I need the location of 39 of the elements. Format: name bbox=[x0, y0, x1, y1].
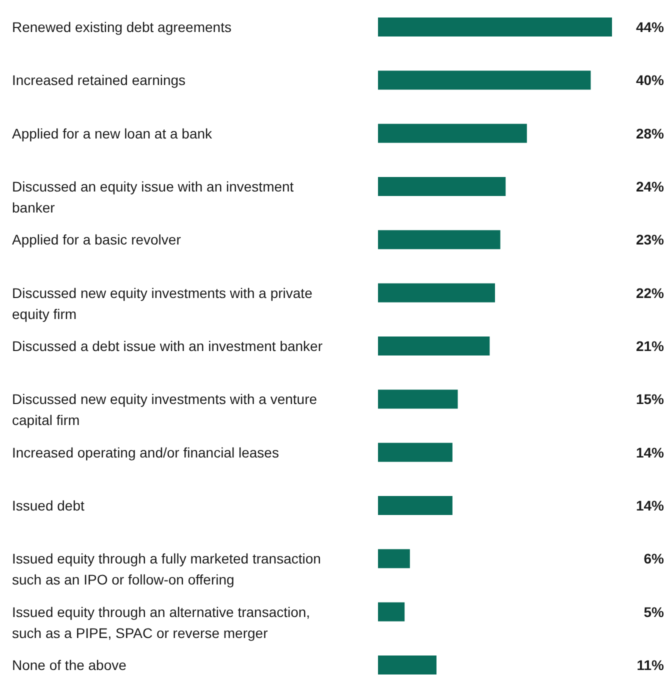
y-tick-label: Increased operating and/or financial leases bbox=[12, 444, 279, 460]
data-label: 5% bbox=[644, 604, 665, 620]
bar bbox=[378, 70, 591, 90]
data-label: 15% bbox=[636, 391, 665, 408]
data-label: 21% bbox=[636, 338, 665, 354]
y-tick-label: Applied for a new loan at a bank bbox=[12, 125, 214, 142]
bar bbox=[378, 18, 612, 36]
data-label: 40% bbox=[636, 72, 665, 88]
y-tick-label: Renewed existing debt agreements bbox=[12, 19, 232, 35]
data-label: 23% bbox=[636, 232, 665, 248]
data-label: 44% bbox=[636, 19, 665, 35]
data-label: 11% bbox=[636, 657, 665, 673]
y-tick-label: Increased retained earnings bbox=[12, 72, 186, 88]
bar bbox=[378, 656, 436, 674]
bar bbox=[378, 283, 495, 302]
y-tick-label: Issued equity through an alternative transaction, such as a PIPE, SPAC or reverse merger bbox=[12, 604, 310, 641]
y-tick-label: None of the above bbox=[12, 657, 127, 673]
y-tick-label: Issued debt bbox=[12, 498, 84, 514]
data-label: 14% bbox=[636, 444, 665, 460]
bar bbox=[378, 496, 452, 515]
data-label: 14% bbox=[636, 498, 665, 514]
y-tick-label: Discussed an equity issue with an investment banker bbox=[12, 178, 294, 216]
data-label: 6% bbox=[644, 550, 665, 567]
y-tick-label: Issued equity through a fully marketed transaction such as an IPO or follow-on offering bbox=[12, 550, 321, 588]
data-label: 28% bbox=[636, 125, 665, 142]
data-label: 24% bbox=[636, 178, 665, 194]
bar bbox=[378, 442, 452, 462]
bar bbox=[378, 390, 458, 409]
bar bbox=[378, 124, 527, 143]
bar bbox=[378, 177, 506, 196]
bar bbox=[378, 549, 410, 568]
data-label: 22% bbox=[636, 284, 665, 301]
y-tick-label: Discussed a debt issue with an investment banker bbox=[12, 338, 323, 354]
bar bbox=[378, 230, 500, 250]
y-tick-label: Discussed new equity investments with a venture capital firm bbox=[12, 391, 318, 428]
y-tick-label: Discussed new equity investments with a private equity firm bbox=[12, 284, 313, 322]
bar bbox=[378, 602, 405, 622]
y-tick-label: Applied for a basic revolver bbox=[12, 232, 182, 248]
bar bbox=[378, 336, 490, 356]
